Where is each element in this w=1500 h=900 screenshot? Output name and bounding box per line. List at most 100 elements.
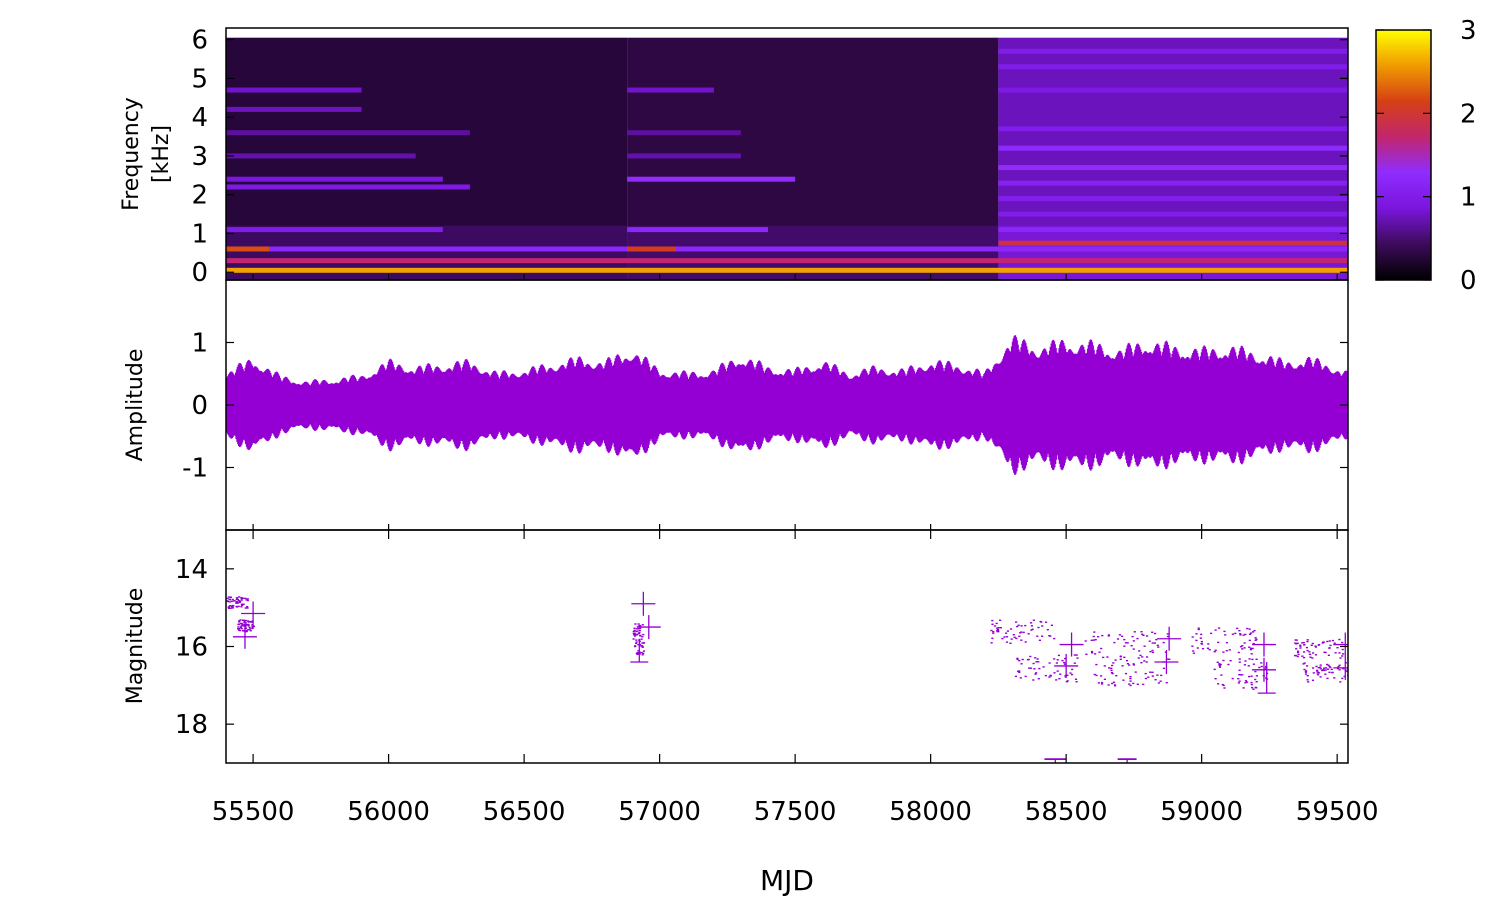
magnitude-point: [235, 597, 238, 599]
magnitude-point: [242, 624, 245, 626]
magnitude-point: [1143, 660, 1146, 662]
magnitude-point: [1073, 662, 1076, 664]
magnitude-point: [1239, 646, 1243, 648]
magnitude-point: [1066, 680, 1069, 682]
magnitude-point: [991, 619, 994, 622]
magnitude-point: [1016, 657, 1019, 660]
magnitude-point: [1053, 672, 1056, 674]
magnitude-point: [1329, 666, 1332, 669]
magnitude-point: [1237, 678, 1240, 680]
magnitude-point: [1133, 631, 1136, 633]
magnitude-cross-marker: [1251, 657, 1276, 682]
magnitude-point: [1027, 658, 1030, 661]
magnitude-point: [639, 645, 643, 647]
magnitude-cross-marker: [1251, 632, 1276, 657]
magnitude-point: [1243, 664, 1246, 666]
spectrogram-heatmap: [226, 28, 1348, 280]
magnitude-point: [1129, 684, 1132, 687]
magnitude-cross-marker: [1054, 653, 1079, 678]
magnitude-point: [1066, 674, 1069, 676]
spectrogram-band: [998, 64, 1348, 70]
magnitude-cross-marker: [232, 624, 257, 649]
x-tick-label: 56500: [483, 797, 566, 827]
magnitude-point: [1016, 658, 1019, 661]
magnitude-point: [1302, 642, 1305, 644]
magnitude-point: [1146, 656, 1149, 658]
magnitude-point: [1220, 674, 1223, 676]
magnitude-point: [1312, 672, 1315, 674]
magnitude-point: [1024, 641, 1027, 643]
magnitude-point: [1324, 669, 1327, 671]
magnitude-point: [240, 627, 243, 630]
magnitude-point: [1129, 680, 1132, 682]
magnitude-point: [1297, 653, 1300, 656]
magnitude-bottom-marker: [1044, 758, 1067, 763]
amplitude-ylabel: Amplitude: [123, 349, 148, 462]
magnitude-point: [1018, 671, 1021, 673]
magnitude-point: [1091, 652, 1094, 654]
magnitude-point: [1121, 665, 1124, 667]
magnitude-point: [1200, 643, 1204, 645]
magnitude-point: [245, 624, 248, 626]
magnitude-point: [1076, 657, 1079, 659]
magnitude-point: [1050, 624, 1053, 626]
magnitude-point: [244, 607, 247, 609]
magnitude-point: [1248, 646, 1251, 648]
magnitude-point: [1325, 667, 1328, 669]
magnitude-point: [1301, 642, 1304, 644]
magnitude-point: [1246, 627, 1249, 630]
magnitude-point: [1159, 680, 1162, 682]
magnitude-point: [1303, 656, 1306, 659]
magnitude-point: [1316, 670, 1319, 672]
magnitude-point: [1328, 665, 1331, 668]
magnitude-point: [642, 642, 646, 644]
magnitude-point: [1123, 638, 1126, 641]
magnitude-point: [1143, 645, 1146, 647]
magnitude-point: [246, 607, 249, 609]
magnitude-point: [1331, 671, 1334, 674]
magnitude-point: [1102, 656, 1105, 659]
magnitude-point: [636, 651, 639, 654]
magnitude-point: [1316, 674, 1320, 676]
magnitude-point: [1252, 663, 1255, 665]
magnitude-point: [1114, 685, 1117, 687]
magnitude-point: [237, 626, 240, 628]
magnitude-point: [1103, 678, 1106, 680]
magnitude-point: [1030, 629, 1033, 631]
magnitude-bottom-marker: [1117, 758, 1137, 763]
magnitude-point: [1090, 639, 1093, 641]
magnitude-point: [1231, 633, 1234, 635]
magnitude-point: [1034, 673, 1037, 675]
magnitude-point: [1003, 636, 1006, 638]
magnitude-point: [1165, 682, 1168, 684]
amplitude-panel: -1 0 1 Amplitude: [123, 279, 1349, 531]
magnitude-point: [233, 600, 236, 602]
magnitude-point: [1154, 679, 1157, 681]
magnitude-point: [1248, 628, 1251, 630]
magnitude-point: [1131, 635, 1134, 638]
magnitude-point: [1017, 624, 1020, 626]
magnitude-point: [1156, 644, 1159, 647]
magnitude-point: [1037, 661, 1040, 663]
magnitude-point: [1111, 682, 1114, 685]
magnitude-point: [1157, 646, 1160, 648]
magnitude-point: [249, 630, 252, 632]
magnitude-point: [637, 628, 640, 630]
magnitude-point: [1041, 635, 1044, 637]
magnitude-point: [1035, 661, 1038, 663]
magnitude-point: [1244, 682, 1247, 684]
magnitude-point: [1326, 640, 1329, 643]
magnitude-point: [244, 627, 248, 629]
magnitude-point: [1255, 658, 1258, 660]
magnitude-point: [251, 625, 254, 628]
spectrogram-band: [998, 87, 1348, 93]
magnitude-point: [1218, 627, 1221, 629]
magnitude-point: [1260, 662, 1263, 664]
magnitude-point: [999, 627, 1002, 629]
magnitude-point: [1217, 683, 1220, 685]
magnitude-point: [1206, 647, 1210, 649]
magnitude-point: [1012, 634, 1015, 636]
magnitude-point: [1217, 641, 1220, 644]
magnitude-point-cluster: [1213, 658, 1269, 690]
magnitude-point: [240, 596, 243, 599]
